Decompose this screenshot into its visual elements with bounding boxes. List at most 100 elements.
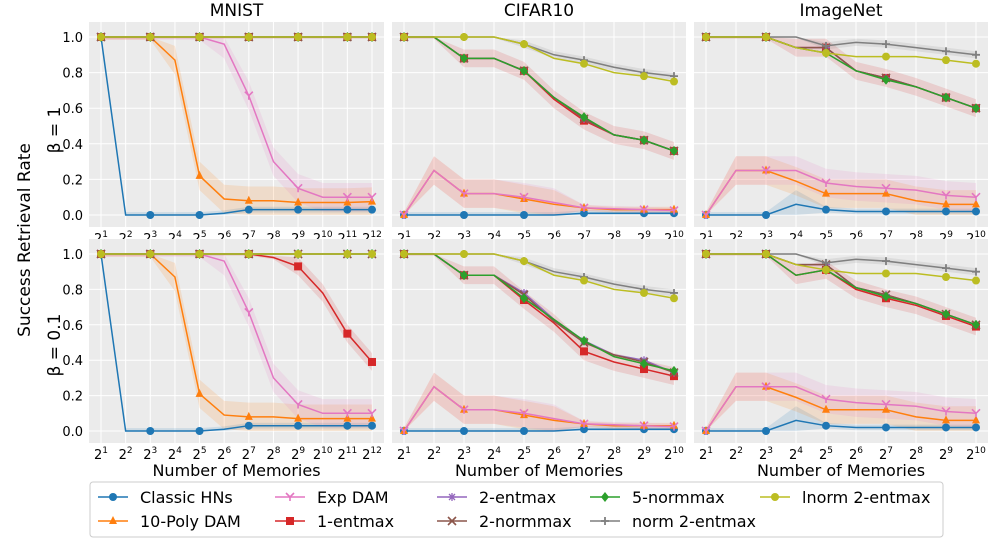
point-classic-hns	[368, 421, 376, 430]
legend-label: 5-normmax	[632, 488, 725, 507]
point-5-normmax	[942, 309, 950, 320]
point-1-entmax	[294, 262, 303, 271]
point-lnorm-2-entmax	[580, 276, 588, 285]
point-exp-dam	[971, 192, 981, 202]
point-exp-dam	[821, 178, 831, 187]
band-norm-2-entmax	[706, 37, 976, 59]
x-tick-label: 21	[397, 446, 411, 463]
y-tick-label: 0.6	[62, 102, 83, 117]
point-lnorm-2-entmax	[294, 33, 303, 41]
point-exp-dam	[293, 399, 303, 409]
series-line-lnorm-2-entmax	[404, 253, 675, 299]
band-10-poly-dam	[404, 372, 674, 431]
series-line-lnorm-2-entmax	[706, 36, 977, 65]
point-exp-dam	[244, 91, 254, 100]
point-classic-hns	[146, 427, 155, 435]
point-classic-hns	[822, 421, 830, 430]
point-classic-hns	[195, 211, 204, 219]
point-classic-hns	[882, 423, 890, 432]
point-lnorm-2-entmax	[368, 33, 376, 41]
point-classic-hns	[368, 205, 376, 214]
column-title-mnist: MNIST	[210, 1, 264, 21]
point-1-entmax	[580, 347, 588, 356]
point-5-normmax	[972, 319, 980, 330]
point-exp-dam	[701, 210, 711, 219]
y-tick-label: 1.0	[62, 31, 83, 46]
legend-label: 2-entmax	[479, 488, 556, 507]
point-lnorm-2-entmax	[670, 77, 678, 86]
point-classic-hns	[460, 427, 468, 435]
point-10-poly-dam	[942, 415, 950, 424]
legend-entry-lnorm-2-entmax: lnorm 2-entmax	[760, 488, 930, 507]
point-classic-hns	[460, 211, 468, 219]
legend-label: lnorm 2-entmax	[802, 488, 930, 507]
point-classic-hns	[343, 205, 352, 214]
point-exp-dam	[941, 190, 951, 200]
point-lnorm-2-entmax	[822, 49, 830, 58]
legend-label: 10-Poly DAM	[140, 512, 241, 531]
point-lnorm-2-entmax	[97, 250, 105, 258]
legend-entry-classic-hns: Classic HNs	[98, 488, 233, 507]
legend-entry-exp-dam: Exp DAM	[275, 488, 389, 507]
point-lnorm-2-entmax	[702, 250, 710, 258]
point-norm-2-entmax	[972, 267, 980, 276]
y-tick-label: 0.6	[62, 319, 83, 334]
point-lnorm-2-entmax	[972, 276, 980, 285]
point-1-entmax	[343, 329, 352, 338]
y-tick-label: 0.0	[62, 209, 83, 224]
column-title-cifar10: CIFAR10	[504, 1, 574, 21]
point-exp-dam	[821, 394, 831, 404]
point-10-poly-dam	[972, 199, 980, 208]
series-line-classic-hns	[100, 36, 372, 216]
point-10-poly-dam	[822, 188, 830, 197]
point-exp-dam	[519, 192, 529, 202]
x-tick-label: 212	[362, 446, 382, 463]
legend-entry-norm-2-entmax: norm 2-entmax	[590, 512, 756, 531]
legend-label: 2-normmax	[479, 512, 572, 531]
point-classic-hns	[343, 421, 352, 430]
x-tick-label: 21	[94, 446, 108, 463]
y-tick-label: 0.0	[62, 425, 83, 440]
point-5-normmax	[460, 53, 468, 64]
legend: Classic HNs 10-Poly DAM Exp DAM 1-entmax 2-e…	[89, 481, 944, 538]
series-line-classic-hns	[404, 212, 674, 216]
point-classic-hns	[146, 211, 155, 219]
point-5-normmax	[670, 145, 678, 156]
point-10-poly-dam	[294, 413, 303, 422]
legend-label: Classic HNs	[140, 488, 233, 507]
point-lnorm-2-entmax	[400, 250, 408, 258]
point-5-normmax	[640, 135, 648, 146]
panel-imagenet-1: ImageNet212223242526272829210	[694, 1, 988, 247]
series-line-5-normmax	[404, 36, 675, 152]
point-exp-dam	[639, 205, 649, 214]
point-classic-hns	[244, 205, 253, 214]
series-line-classic-hns	[706, 419, 976, 432]
point-5-normmax	[670, 365, 678, 376]
band-exp-dam	[404, 156, 674, 215]
point-2-entmax	[520, 288, 528, 297]
point-exp-dam	[941, 406, 951, 416]
point-exp-dam	[579, 419, 589, 428]
point-exp-dam	[293, 183, 303, 193]
point-classic-hns	[822, 205, 830, 214]
point-exp-dam	[761, 382, 771, 391]
point-norm-2-entmax	[822, 258, 830, 267]
y-tick-label: 0.2	[62, 173, 83, 188]
point-10-poly-dam	[195, 170, 204, 179]
series-line-lnorm-2-entmax	[706, 253, 977, 282]
panel-mnist-1: 0.00.20.40.60.81.0MNIST21222324252627282…	[62, 1, 384, 247]
point-5-normmax	[972, 103, 980, 114]
band-classic-hns	[706, 190, 976, 215]
legend-entry-5-normmax: 5-normmax	[590, 488, 725, 507]
legend-label: 1-entmax	[317, 512, 394, 531]
point-lnorm-2-entmax	[640, 288, 648, 297]
x-tick-label: 211	[337, 446, 357, 463]
legend-entry-1-entmax: 1-entmax	[275, 512, 394, 531]
plot-area	[89, 22, 384, 227]
point-lnorm-2-entmax	[882, 52, 890, 61]
column-title-imagenet: ImageNet	[799, 1, 882, 21]
legend-entry-2-entmax: 2-entmax	[437, 488, 556, 507]
point-lnorm-2-entmax	[146, 250, 155, 258]
plot-area	[694, 239, 988, 443]
